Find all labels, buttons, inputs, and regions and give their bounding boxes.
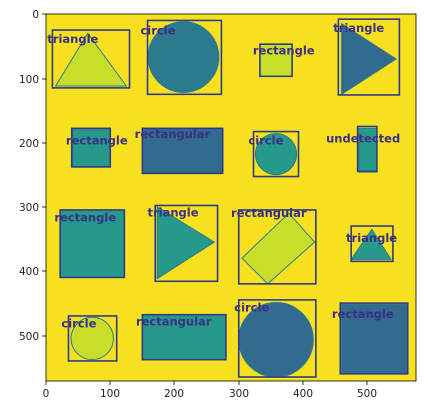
y-tick-label: 400: [19, 266, 39, 278]
bounding-box: [350, 225, 394, 263]
x-tick-label: 200: [164, 388, 184, 400]
circle-shape: [70, 316, 114, 361]
shape-label: rectangle: [54, 211, 116, 225]
bounding-box: [146, 19, 223, 96]
bounding-box: [337, 18, 401, 96]
detected-shape-rectangle: rectangle: [66, 127, 128, 168]
triangle-shape: [350, 228, 392, 260]
detected-shape-circle: circle: [248, 130, 300, 178]
shape-label: undetected: [326, 132, 400, 146]
y-axis: 0 100 200 300 400 500: [19, 9, 46, 343]
detected-shape-triangle: triangle: [333, 18, 401, 96]
detected-shape-rectangular: rectangular: [136, 313, 227, 361]
shape-label: rectangular: [136, 315, 212, 329]
detected-shape-undetected: undetected: [326, 125, 400, 173]
y-tick-label: 100: [19, 74, 39, 86]
x-axis: 0 100 200 300 400 500: [43, 381, 377, 400]
bounding-box: [141, 313, 227, 361]
y-tick-label: 300: [19, 202, 39, 214]
shape-label: rectangle: [66, 133, 128, 147]
bounding-box: [70, 127, 112, 168]
y-tick-label: 0: [32, 9, 39, 21]
x-tick-label: 0: [43, 388, 50, 400]
diamond-shape: [241, 212, 316, 285]
y-tick-label: 200: [19, 138, 39, 150]
bounding-box: [339, 302, 409, 375]
shape-label: circle: [140, 24, 175, 38]
x-tick-label: 100: [100, 388, 120, 400]
shape-label: triangle: [333, 21, 384, 35]
bounding-box: [237, 209, 317, 285]
bounding-box: [59, 209, 126, 279]
shape-label: circle: [61, 317, 96, 331]
bounding-box: [141, 127, 224, 175]
detected-shape-rectangular: rectangular: [135, 127, 224, 175]
y-tick-label: 500: [19, 331, 39, 343]
shape-label: triangle: [346, 231, 397, 245]
detected-shape-rectangular: rectangular: [231, 206, 317, 285]
bounding-box: [356, 125, 378, 173]
shape-label: triangle: [47, 32, 98, 46]
bounding-box: [67, 315, 118, 362]
x-tick-label: 300: [229, 388, 249, 400]
rectangle-shape: [141, 314, 227, 361]
triangle-shape: [54, 32, 128, 87]
bounding-box: [237, 299, 317, 378]
detected-shape-triangle: triangle: [47, 29, 131, 89]
rectangle-shape: [341, 303, 409, 375]
detected-shape-circle: circle: [234, 299, 317, 378]
detected-shape-circle: circle: [61, 315, 118, 362]
image-frame: [45, 13, 417, 382]
shape-label: circle: [248, 133, 283, 147]
detected-shape-triangle: triangle: [346, 225, 397, 263]
shape-label: circle: [234, 300, 269, 314]
detected-shape-rectangle: rectangle: [332, 302, 409, 375]
triangle-shape: [156, 205, 216, 280]
x-tick-label: 500: [357, 388, 377, 400]
detected-shape-rectangle: rectangle: [54, 209, 126, 279]
bounding-box: [252, 130, 300, 178]
shape-label: rectangular: [135, 127, 211, 141]
shapes-layer: triangle circle rectangle triangle rectangle…: [47, 18, 409, 378]
triangle-shape: [341, 22, 398, 96]
detected-shape-triangle: triangle: [148, 204, 219, 283]
bounding-box: [154, 204, 219, 283]
bounding-box: [51, 29, 131, 89]
shape-label: triangle: [148, 205, 199, 219]
x-tick-label: 400: [293, 388, 313, 400]
shape-label: rectangle: [253, 43, 315, 57]
circle-shape: [254, 133, 298, 176]
shape-label: rectangle: [332, 307, 394, 321]
detected-shape-circle: circle: [140, 19, 223, 96]
bounding-box: [259, 43, 293, 78]
detected-shape-rectangle: rectangle: [253, 43, 315, 78]
shape-label: rectangular: [231, 206, 307, 220]
